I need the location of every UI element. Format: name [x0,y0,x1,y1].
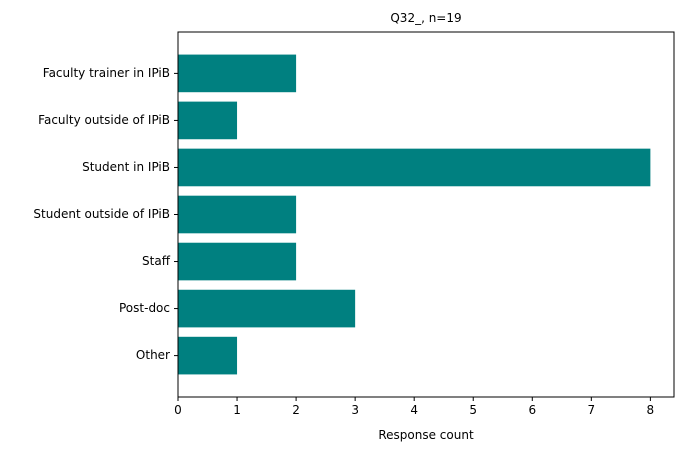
chart-title: Q32_, n=19 [390,11,461,25]
x-tick-label: 2 [292,403,300,417]
bar-post-doc [178,289,356,328]
x-tick-label: 3 [351,403,359,417]
y-tick-label: Student outside of IPiB [33,207,170,221]
x-tick-label: 8 [647,403,655,417]
y-tick-label: Staff [142,254,171,268]
y-tick-label: Faculty trainer in IPiB [43,66,170,80]
y-axis-ticks: Faculty trainer in IPiB Faculty outside o… [33,66,178,362]
y-tick-label: Post-doc [119,301,170,315]
y-tick-label: Other [136,348,170,362]
x-axis-ticks: 0 1 2 3 4 5 6 7 8 [174,397,654,417]
y-tick-label: Student in IPiB [82,160,170,174]
bar-faculty-outside-of-ipib [178,101,238,140]
x-tick-label: 7 [588,403,596,417]
x-tick-label: 4 [410,403,418,417]
x-tick-label: 6 [528,403,536,417]
bar-student-in-ipib [178,148,651,187]
x-axis-title: Response count [378,428,474,442]
x-tick-label: 0 [174,403,182,417]
bar-student-outside-of-ipib [178,195,297,234]
bar-faculty-trainer-in-ipib [178,54,297,93]
bar-other [178,336,238,375]
x-tick-label: 1 [233,403,241,417]
bars-group [178,54,651,375]
bar-staff [178,242,297,281]
y-tick-label: Faculty outside of IPiB [38,113,170,127]
x-tick-label: 5 [469,403,477,417]
